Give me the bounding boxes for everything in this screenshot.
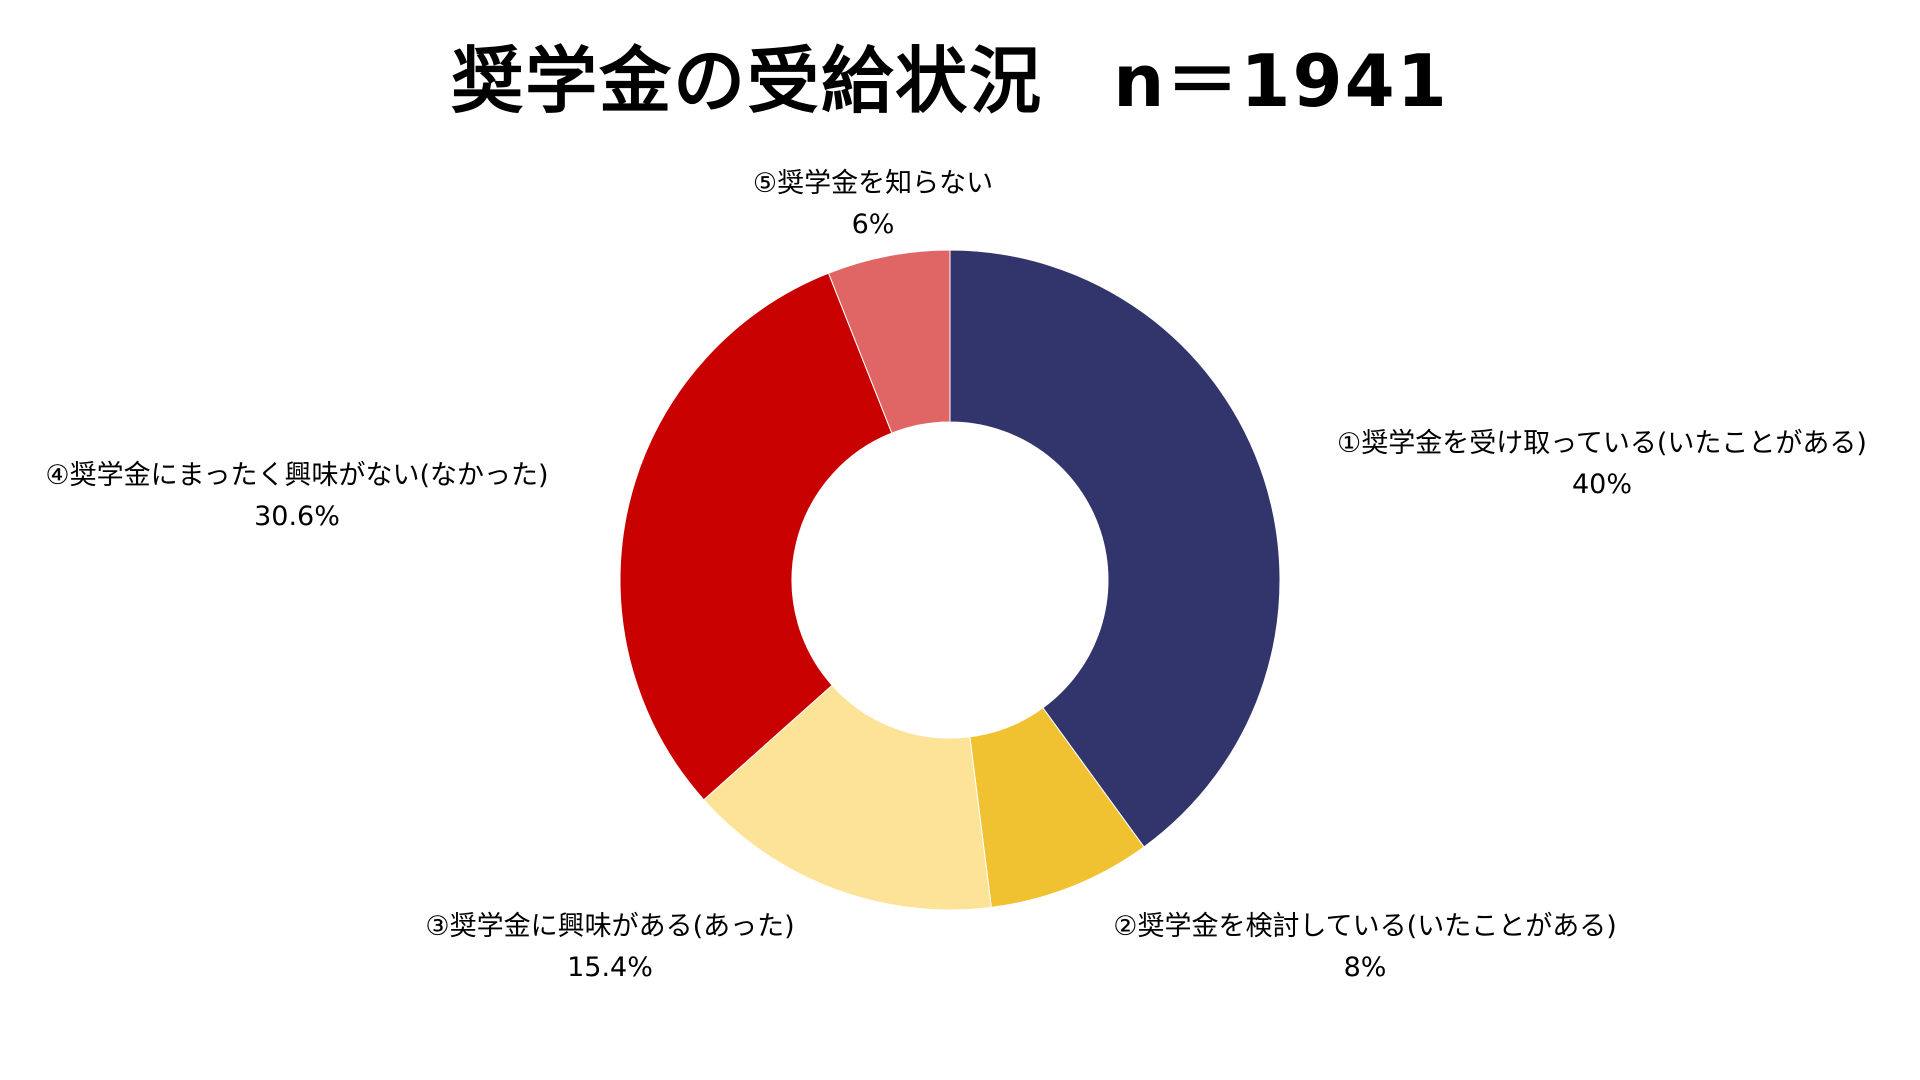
chart-title-text: 奨学金の受給状況 <box>451 39 1044 123</box>
value-label: 15.4% <box>567 952 653 983</box>
value-label: 40% <box>1571 469 1633 500</box>
value-label: 30.6% <box>254 501 340 532</box>
value-label: 6% <box>851 209 895 240</box>
label-unaware: ⑤奨学金を知らない 6% <box>753 163 993 245</box>
slice-not-interested <box>619 272 893 801</box>
label-interested: ③奨学金に興味がある(あった) 15.4% <box>425 906 794 988</box>
value-label: 8% <box>1343 952 1387 983</box>
label-not-interested: ④奨学金にまったく興味がない(なかった) 30.6% <box>45 455 548 537</box>
category-label: ③奨学金に興味がある(あった) <box>425 911 795 942</box>
category-label: ④奨学金にまったく興味がない(なかった) <box>45 460 549 491</box>
chart-title: 奨学金の受給状況 n＝1941 <box>0 22 1900 127</box>
slice-unaware <box>827 249 951 434</box>
label-considering: ②奨学金を検討している(いたことがある) 8% <box>1113 906 1616 988</box>
category-label: ①奨学金を受け取っている(いたことがある) <box>1337 428 1867 459</box>
slice-received <box>949 249 1281 848</box>
label-received: ①奨学金を受け取っている(いたことがある) 40% <box>1337 423 1867 505</box>
chart-subtitle-text: n＝1941 <box>1113 39 1449 123</box>
slice-interested <box>703 684 992 911</box>
category-label: ⑤奨学金を知らない <box>752 168 994 199</box>
category-label: ②奨学金を検討している(いたことがある) <box>1113 911 1617 942</box>
